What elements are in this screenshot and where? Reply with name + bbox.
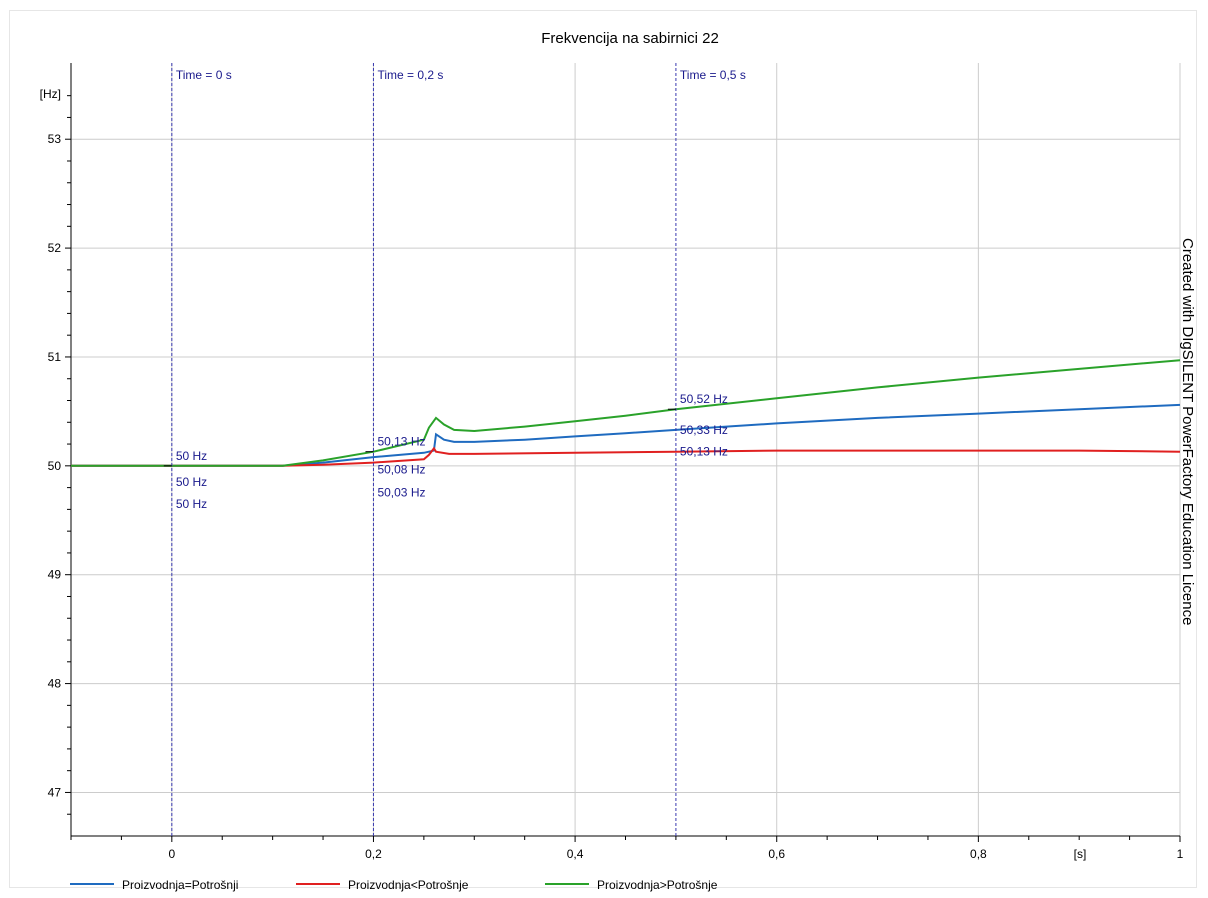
- series-line-3: [71, 359, 1181, 467]
- x-tick-label: 0,8: [970, 847, 987, 861]
- marker-value-label: 50,52 Hz: [680, 392, 728, 406]
- y-tick-label: 47: [48, 785, 62, 799]
- x-tick-label: 0,2: [365, 847, 382, 861]
- series-line-1: [71, 403, 1181, 467]
- y-tick-label: 50: [48, 459, 62, 473]
- marker-value-label: 50 Hz: [176, 497, 207, 511]
- x-tick-label: 0: [168, 847, 175, 861]
- marker-value-label: 50,08 Hz: [377, 463, 425, 477]
- legend-label: Proizvodnja>Potrošnje: [597, 878, 718, 892]
- y-tick-label: 52: [48, 241, 62, 255]
- time-marker-label: Time = 0,5 s: [680, 68, 746, 82]
- marker-value-label: 50,03 Hz: [377, 486, 425, 500]
- y-tick-label: 48: [48, 677, 62, 691]
- series-line-2: [71, 446, 1181, 467]
- y-tick-label: 49: [48, 568, 62, 582]
- marker-value-label: 50 Hz: [176, 475, 207, 489]
- legend-label: Proizvodnja<Potrošnje: [348, 878, 469, 892]
- plot-frame: [9, 10, 1197, 888]
- x-tick-label: 1: [1177, 847, 1184, 861]
- time-marker-label: Time = 0,2 s: [377, 68, 443, 82]
- time-marker-label: Time = 0 s: [176, 68, 232, 82]
- chart-title: Frekvencija na sabirnici 22: [541, 30, 719, 47]
- marker-value-label: 50,33 Hz: [680, 423, 728, 437]
- watermark-text: Created with DIgSILENT PowerFactory Educ…: [1179, 238, 1196, 626]
- y-axis-label: [Hz]: [40, 87, 61, 101]
- y-tick-label: 51: [48, 350, 62, 364]
- legend-label: Proizvodnja=Potrošnji: [122, 878, 238, 892]
- y-tick-label: 53: [48, 132, 62, 146]
- marker-value-label: 50 Hz: [176, 449, 207, 463]
- x-tick-label: 0,4: [567, 847, 584, 861]
- marker-value-label: 50,13 Hz: [680, 445, 728, 459]
- x-tick-label: 0,6: [768, 847, 785, 861]
- marker-value-label: 50,13 Hz: [377, 435, 425, 449]
- x-axis-label: [s]: [1074, 847, 1087, 861]
